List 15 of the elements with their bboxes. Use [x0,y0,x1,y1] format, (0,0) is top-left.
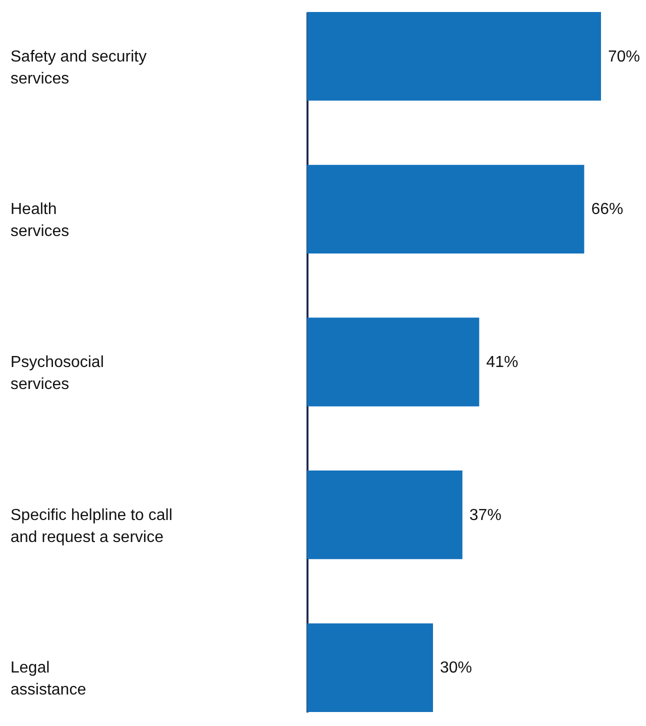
bar [307,470,462,560]
y-tick-label: Health services [10,201,70,240]
bar [307,12,601,101]
data-label: 41% [486,354,518,371]
y-tick-label: Legal assistance [10,660,86,699]
bar [307,164,584,254]
y-tick-label: Specific helpline to call and request a service [10,506,172,546]
y-tick-label: Psychosocial services [10,354,104,393]
bar [307,318,480,406]
data-label: 37% [469,506,502,524]
bar [307,623,433,712]
data-label: 30% [440,660,472,677]
y-tick-label: Safety and security services [10,48,147,88]
data-label: 66% [591,201,624,218]
data-label: 70% [608,48,640,66]
